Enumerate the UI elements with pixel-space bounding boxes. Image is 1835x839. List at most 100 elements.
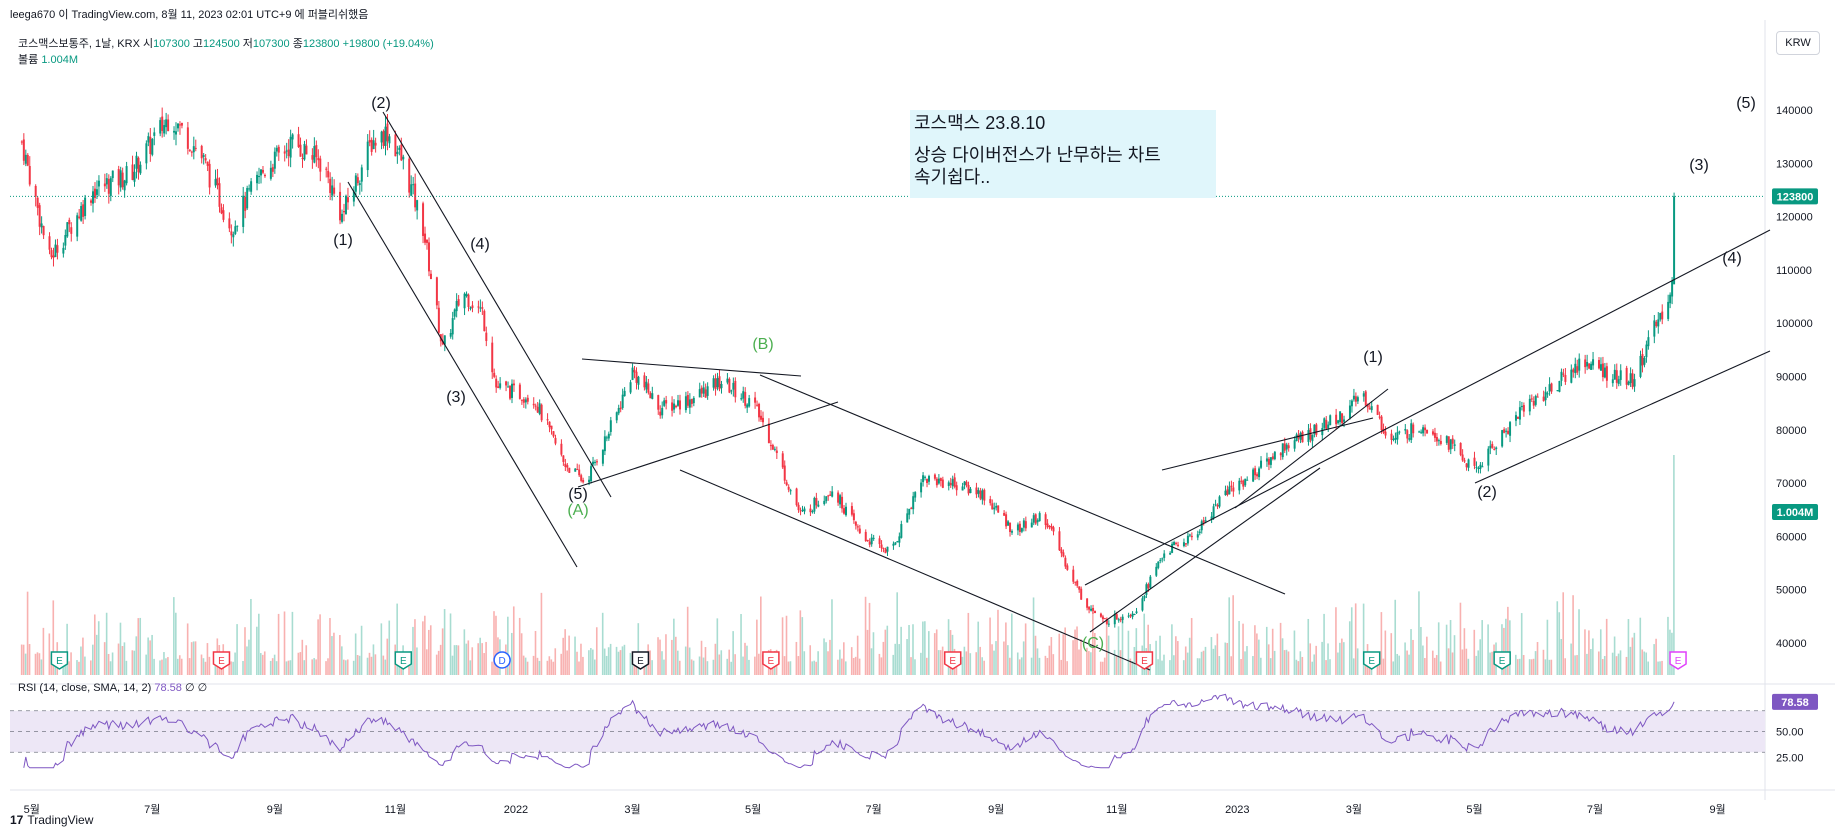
- candle-body: [617, 408, 620, 414]
- candle-body: [1046, 523, 1049, 528]
- trend-line[interactable]: [1089, 467, 1321, 633]
- volume-bar: [631, 654, 634, 675]
- trend-line[interactable]: [347, 181, 578, 568]
- trend-line[interactable]: [581, 358, 802, 377]
- candle-body: [1509, 422, 1512, 436]
- volume-bar: [192, 641, 195, 675]
- volume-bar: [1439, 661, 1442, 675]
- wave-label[interactable]: (2): [1477, 484, 1497, 501]
- candle-body: [1339, 411, 1342, 422]
- note-line-2: 상승 다이버전스가 난무하는 차트: [914, 145, 1161, 165]
- earnings-marker-icon[interactable]: [1135, 651, 1154, 670]
- candle-body: [754, 397, 757, 403]
- earnings-marker-icon[interactable]: [1362, 651, 1381, 670]
- wave-label[interactable]: (1): [1363, 349, 1383, 366]
- volume-bar: [1092, 610, 1094, 675]
- volume-bar: [28, 644, 31, 675]
- candle-body: [204, 158, 207, 161]
- symbol-name[interactable]: 코스맥스보통주, 1날, KRX: [18, 38, 140, 50]
- earnings-marker-icon[interactable]: [762, 651, 780, 670]
- earnings-marker-icon[interactable]: [943, 651, 962, 670]
- candle-body: [1447, 436, 1450, 450]
- candle-body: [200, 145, 203, 159]
- volume-bar: [398, 660, 400, 675]
- wave-label[interactable]: (4): [470, 236, 490, 253]
- trend-line[interactable]: [1084, 229, 1771, 586]
- y-tick-label: 130000: [1776, 158, 1813, 170]
- x-tick-label: 7월: [144, 803, 160, 816]
- candle-body: [1060, 549, 1063, 554]
- earnings-marker-icon[interactable]: [1493, 651, 1511, 670]
- volume-bar: [208, 656, 211, 675]
- dividend-marker-icon[interactable]: [493, 651, 511, 669]
- earnings-marker-icon[interactable]: [50, 651, 69, 670]
- wave-label[interactable]: (2): [371, 95, 391, 112]
- trend-line[interactable]: [577, 401, 839, 488]
- candle-body: [781, 453, 784, 468]
- candle-body: [1461, 454, 1464, 461]
- volume-bar: [1127, 630, 1130, 675]
- volume-bar: [285, 661, 288, 675]
- wave-label[interactable]: (B): [752, 336, 773, 353]
- wave-label[interactable]: (5): [1736, 95, 1756, 112]
- candle-body: [242, 195, 245, 227]
- volume-bar: [1163, 654, 1165, 675]
- tradingview-brand[interactable]: 17 TradingView: [10, 813, 93, 827]
- volume-bar: [1556, 601, 1559, 675]
- volume-bar: [1050, 637, 1053, 675]
- wave-label[interactable]: (3): [446, 389, 466, 406]
- candle-body: [194, 147, 197, 149]
- candle-body: [1558, 380, 1561, 392]
- candle-body: [1232, 487, 1235, 492]
- trend-line[interactable]: [1234, 388, 1389, 509]
- currency-button[interactable]: KRW: [1776, 31, 1820, 55]
- candle-body: [133, 171, 136, 182]
- candle-body: [756, 404, 759, 406]
- wave-label[interactable]: (C): [1082, 635, 1104, 652]
- candle-body: [1076, 580, 1079, 586]
- candle-body: [536, 406, 539, 413]
- volume-bar: [815, 661, 817, 675]
- candle-body: [688, 399, 691, 408]
- earnings-marker-icon[interactable]: [631, 651, 650, 670]
- candle-body: [236, 225, 239, 227]
- candle-body: [1645, 344, 1648, 358]
- candle-body: [465, 293, 468, 297]
- candle-body: [1145, 584, 1148, 595]
- candle-body: [1198, 531, 1201, 534]
- candle-body: [159, 120, 162, 134]
- wave-label[interactable]: (A): [567, 502, 588, 519]
- earnings-marker-icon[interactable]: [1669, 651, 1687, 670]
- candle-body: [675, 405, 678, 408]
- wave-label[interactable]: (1): [333, 232, 353, 249]
- earnings-marker-icon[interactable]: [212, 651, 231, 670]
- wave-label[interactable]: (4): [1722, 250, 1742, 267]
- text-note[interactable]: 코스맥스 23.8.10 상승 다이버전스가 난무하는 차트 속기쉽다..: [910, 110, 1216, 198]
- candle-body: [1325, 419, 1328, 429]
- volume-bar: [232, 661, 234, 675]
- trend-line[interactable]: [1161, 417, 1374, 471]
- volume-bar: [1090, 652, 1092, 675]
- trend-line[interactable]: [1474, 350, 1771, 484]
- wave-label[interactable]: (5): [568, 486, 588, 503]
- candle-body: [1532, 400, 1535, 406]
- volume-bar: [1475, 655, 1478, 675]
- volume-bar: [1218, 656, 1221, 675]
- volume-bar: [1258, 639, 1260, 675]
- candle-body: [949, 482, 952, 486]
- volume-bar: [412, 626, 414, 675]
- event-marker-letter: E: [56, 656, 63, 667]
- trend-line[interactable]: [759, 374, 1286, 595]
- rsi-label[interactable]: RSI (14, close, SMA, 14, 2): [18, 682, 152, 694]
- candle-body: [1129, 615, 1132, 617]
- candle-body: [277, 146, 280, 153]
- volume-bar: [704, 647, 707, 675]
- earnings-marker-icon[interactable]: [394, 651, 413, 670]
- volume-bar: [493, 611, 495, 675]
- trend-line[interactable]: [382, 111, 612, 498]
- volume-bar: [1315, 645, 1317, 675]
- trend-line[interactable]: [679, 469, 1151, 671]
- volume-label[interactable]: 볼륨: [18, 54, 39, 66]
- wave-label[interactable]: (3): [1689, 157, 1709, 174]
